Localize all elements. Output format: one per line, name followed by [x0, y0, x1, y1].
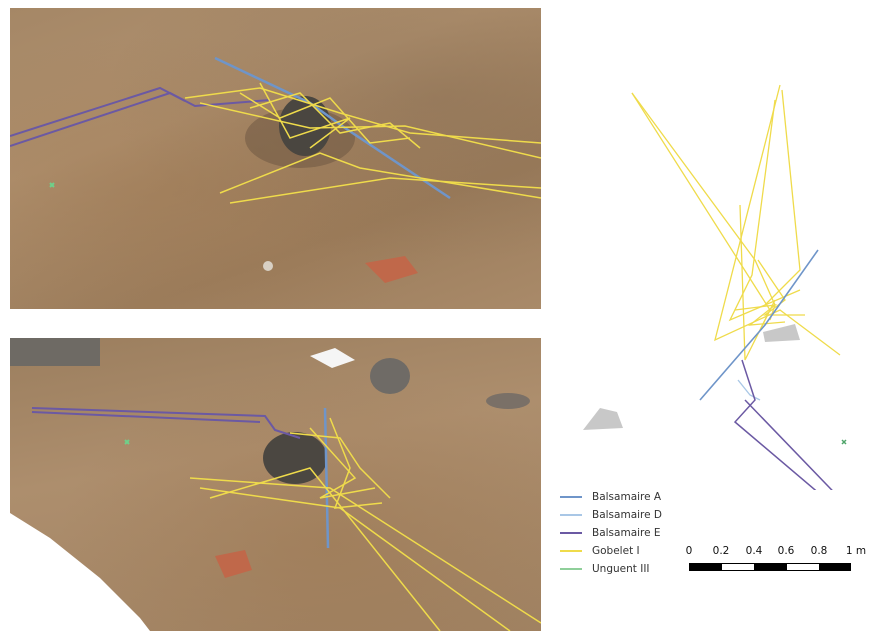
unguent-iii-plan-marker — [841, 439, 847, 445]
gobelet-i-traces — [189, 417, 541, 631]
white-marker — [310, 348, 355, 368]
stone-plan — [763, 324, 800, 342]
scale-tick-label: 0.2 — [712, 545, 730, 557]
scale-tick-label: 0.6 — [777, 545, 795, 557]
scale-segment — [689, 563, 722, 571]
legend-label: Unguent III — [592, 563, 650, 575]
stone-plan-small — [583, 408, 623, 430]
balsamaire-a-plan-traces — [699, 249, 819, 401]
balsamaire-e-traces — [10, 86, 271, 147]
legend: Balsamaire A Balsamaire D Balsamaire E G… — [560, 488, 662, 578]
balsamaire-e-traces — [31, 407, 301, 439]
photo-bottom-overlay — [10, 338, 541, 631]
excavation-photo-top — [10, 8, 541, 309]
scale-tick-label: 0.4 — [745, 545, 763, 557]
scale-segment — [721, 563, 755, 571]
excavation-photo-bottom — [10, 338, 541, 631]
scale-segment — [819, 563, 851, 571]
wall-remains — [10, 338, 100, 366]
unguent-iii-marker — [49, 182, 55, 188]
model-edge — [10, 513, 150, 631]
legend-item-balsamaire-d: Balsamaire D — [560, 506, 662, 524]
legend-label: Balsamaire E — [592, 527, 661, 539]
legend-swatch — [560, 532, 582, 534]
legend-swatch — [560, 514, 582, 516]
balsamaire-a-traces — [214, 56, 451, 200]
pottery-sherd — [215, 550, 252, 578]
scale-segment — [786, 563, 820, 571]
balsamaire-d-plan-traces — [737, 379, 761, 401]
gobelet-i-plan-traces — [631, 84, 841, 361]
legend-item-balsamaire-e: Balsamaire E — [560, 524, 662, 542]
legend-item-gobelet-i: Gobelet I — [560, 542, 662, 560]
balsamaire-e-plan-traces — [733, 359, 833, 490]
unguent-iii-marker — [124, 439, 130, 445]
pebble — [263, 261, 273, 271]
boulder — [370, 358, 410, 394]
legend-label: Balsamaire D — [592, 509, 663, 521]
gobelet-i-traces — [184, 82, 541, 204]
balsamaire-a-traces — [323, 407, 330, 549]
legend-label: Balsamaire A — [592, 491, 662, 503]
scale-tick-label: 0 — [685, 545, 693, 557]
stone — [263, 432, 327, 484]
legend-swatch — [560, 550, 582, 552]
photo-top-overlay — [10, 56, 541, 283]
legend-item-unguent-iii: Unguent III — [560, 560, 662, 578]
scale-tick-label: 0.8 — [810, 545, 828, 557]
stone — [279, 96, 331, 156]
legend-label: Gobelet I — [592, 545, 640, 557]
flat-stone — [486, 393, 530, 409]
pottery-sherd — [365, 256, 418, 283]
legend-swatch — [560, 496, 582, 498]
plan-view-map — [583, 84, 847, 490]
legend-item-balsamaire-a: Balsamaire A — [560, 488, 662, 506]
scale-tick-label: 1 m — [845, 545, 867, 557]
scale-bar: 0 0.2 0.4 0.6 0.8 1 m — [680, 545, 870, 575]
legend-swatch — [560, 568, 582, 570]
scale-segment — [754, 563, 787, 571]
